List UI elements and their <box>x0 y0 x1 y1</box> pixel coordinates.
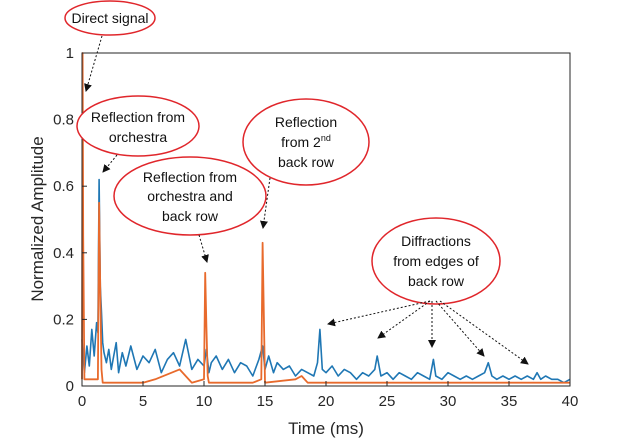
annotation-text: orchestra <box>109 129 168 145</box>
annotation-ellipse <box>76 95 200 157</box>
annotation-text: orchestra and <box>147 188 233 204</box>
annotation-text: Reflection from <box>143 169 237 185</box>
annotation-text: from edges of <box>393 253 479 269</box>
annotation-arrow <box>327 300 431 327</box>
x-tick-label: 10 <box>196 393 213 410</box>
annotation-text: back row <box>278 154 335 170</box>
x-tick-label: 40 <box>562 393 579 410</box>
annotation-text: back row <box>408 273 465 289</box>
annotation-diffractions: Diffractions from edges of back row <box>327 217 529 365</box>
tick-layer: 0 5 10 15 20 25 30 35 40 0 0.2 0.4 0.6 0.8 1 <box>53 45 578 410</box>
series-line-blue <box>81 178 571 384</box>
annotation-arrow <box>435 300 485 357</box>
y-tick-label: 0.4 <box>53 245 74 262</box>
x-tick-label: 35 <box>501 393 518 410</box>
x-tick-label: 20 <box>318 393 335 410</box>
x-tick-label: 0 <box>78 393 86 410</box>
annotation-text: back row <box>162 208 219 224</box>
x-tick-label: 5 <box>139 393 147 410</box>
y-tick-label: 0.6 <box>53 178 74 195</box>
series-layer <box>81 52 571 384</box>
y-tick-label: 0.8 <box>53 112 74 129</box>
annotation-arrow <box>198 234 209 263</box>
annotation-ellipse <box>113 156 267 236</box>
x-tick-label: 15 <box>257 393 274 410</box>
annotation-orchestra-and-back-row: Reflection from orchestra and back row <box>113 156 267 263</box>
annotation-direct-signal: Direct signal <box>64 0 156 92</box>
y-tick-label: 0.2 <box>53 311 74 328</box>
annotation-orchestra-reflection: Reflection from orchestra <box>76 95 200 173</box>
annotation-text: Reflection <box>275 114 337 130</box>
annotation-text: Diffractions <box>401 233 471 249</box>
annotation-second-back-row: Reflection from 2nd back row <box>242 98 370 229</box>
y-axis-label: Normalized Amplitude <box>28 136 47 301</box>
annotation-text: Direct signal <box>71 10 148 26</box>
annotation-arrow <box>84 35 103 92</box>
annotation-ellipse <box>64 0 156 36</box>
superscript-nd: nd <box>321 133 331 143</box>
annotation-ellipse <box>371 217 501 305</box>
annotation-ellipse <box>242 98 370 186</box>
annotation-text: Reflection from <box>91 109 185 125</box>
y-tick-label: 0 <box>66 378 74 395</box>
y-tick-label: 1 <box>66 45 74 62</box>
annotation-text: from 2nd <box>281 133 331 150</box>
annotation-arrow <box>260 177 271 229</box>
x-axis-label: Time (ms) <box>288 419 364 438</box>
annotation-arrow <box>377 300 431 339</box>
x-tick-label: 30 <box>440 393 457 410</box>
x-tick-label: 25 <box>379 393 396 410</box>
series-line-orange <box>81 52 570 384</box>
